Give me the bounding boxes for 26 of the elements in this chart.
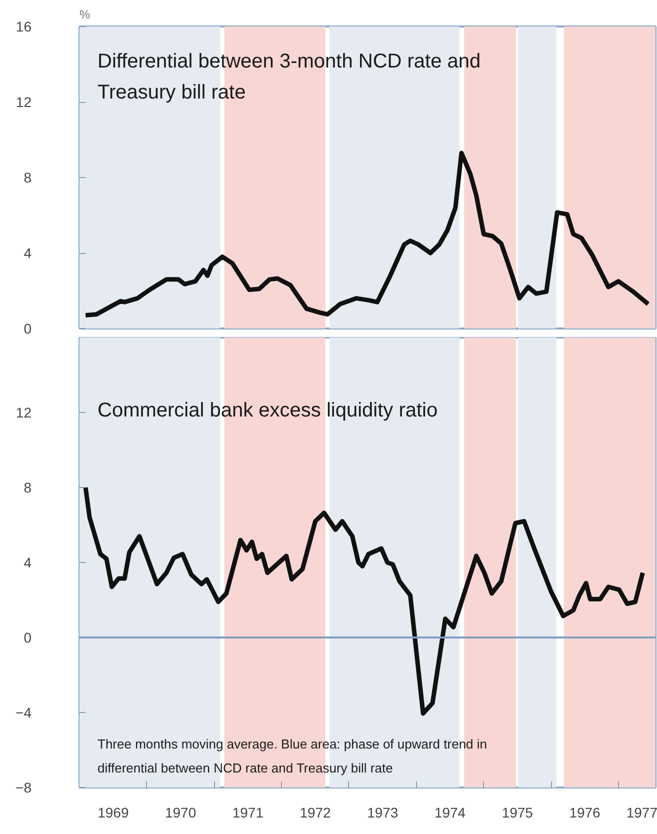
x-tick-label: 1970 xyxy=(164,804,196,820)
y-tick-label: 8 xyxy=(24,480,32,496)
text: Commercial bank excess liquidity ratio xyxy=(98,400,438,422)
y-tick-label: 8 xyxy=(24,170,32,186)
y-tick-label: 4 xyxy=(24,554,32,570)
y-tick-label: 4 xyxy=(24,245,32,261)
y-tick-label: 12 xyxy=(16,404,32,420)
x-tick-label: 1971 xyxy=(232,804,264,820)
y-tick-label: 0 xyxy=(24,630,32,646)
x-tick-label: 1972 xyxy=(300,804,332,820)
line-series xyxy=(83,150,650,318)
x-tick-label: 1973 xyxy=(367,804,398,820)
line-series xyxy=(83,485,645,716)
text: Differential between 3-month NCD rate and Treasury bill rate xyxy=(98,50,481,104)
y-tick-label: 16 xyxy=(16,18,32,34)
y-tick-label: −8 xyxy=(16,780,32,796)
y-tick-label: 12 xyxy=(16,94,32,110)
x-tick-label: 1975 xyxy=(502,804,534,820)
y-tick-label: −4 xyxy=(16,704,32,720)
y-tick-label: 0 xyxy=(24,320,32,336)
x-tick-label: 1969 xyxy=(98,804,129,820)
y-axis-title: % xyxy=(80,8,90,22)
annotation: Three months moving average. Blue area: phase of upward trend in differential between NCD rate and Treasury bill rate xyxy=(98,736,488,776)
x-tick-label: 1977 xyxy=(626,804,657,820)
x-tick-label: 1974 xyxy=(434,804,466,820)
x-tick-label: 1976 xyxy=(569,804,601,820)
